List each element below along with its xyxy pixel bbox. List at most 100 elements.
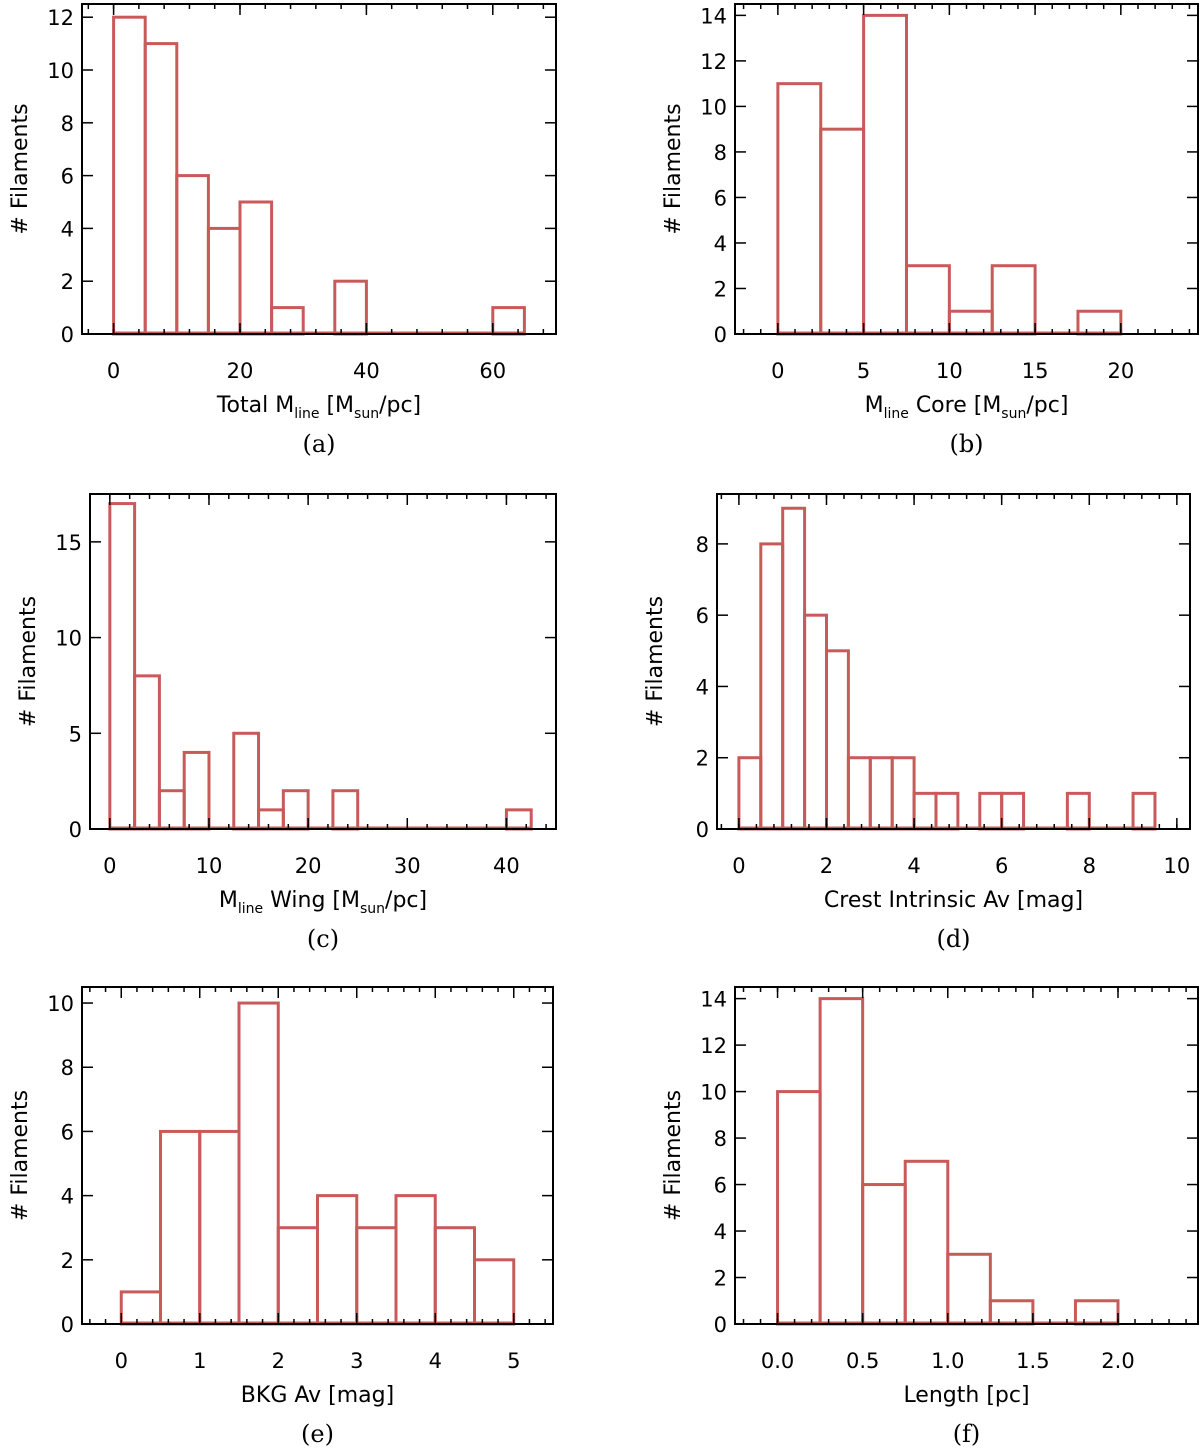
x-tick-label: 4 <box>907 854 920 878</box>
histogram-bar <box>433 1226 476 1326</box>
histogram-bar <box>237 1001 280 1326</box>
x-axis-label-part: Length [pc] <box>903 1383 1029 1408</box>
histogram-bar <box>112 15 147 336</box>
x-tick-label: 15 <box>1022 359 1049 383</box>
y-tick-label: 15 <box>55 531 82 555</box>
y-tick-label: 6 <box>61 165 74 189</box>
histogram-bar <box>257 808 285 831</box>
y-tick-label: 10 <box>700 95 727 119</box>
x-axis-label-part: /pc] <box>379 393 421 418</box>
x-tick-label: 1.5 <box>1016 1349 1049 1373</box>
histogram-bar <box>108 502 137 831</box>
histogram-bar <box>990 264 1037 336</box>
y-tick-label: 8 <box>61 112 74 136</box>
y-tick-label: 2 <box>61 1249 74 1273</box>
y-tick-label: 0 <box>61 1313 74 1337</box>
histogram-bar <box>143 42 179 336</box>
y-tick-label: 10 <box>47 992 74 1016</box>
plot-frame <box>734 986 1199 1325</box>
y-tick-label: 14 <box>700 988 727 1012</box>
histogram-bar <box>331 789 360 831</box>
y-tick-label: 6 <box>714 186 727 210</box>
y-tick-label: 4 <box>61 217 74 241</box>
histogram-bar <box>1065 791 1091 831</box>
x-tick-label: 3 <box>350 1349 363 1373</box>
y-tick-label: 0 <box>696 818 709 842</box>
y-tick-label: 4 <box>61 1185 74 1209</box>
panel-e: 0 1 2 3 4 5 0 2 4 6 8 10 # Filaments BKG Av [mag] (e) <box>8 986 554 1448</box>
x-tick-label: 40 <box>493 854 520 878</box>
histogram-bar <box>1073 1299 1120 1326</box>
y-tick-label: 4 <box>714 1220 727 1244</box>
histogram-bar <box>491 306 526 336</box>
histogram-bar <box>803 613 828 831</box>
histogram-bar <box>119 1290 162 1326</box>
y-tick-label: 12 <box>47 6 74 30</box>
histogram-bar <box>316 1194 359 1326</box>
x-axis-label: Total Mline [Msun/pc] <box>216 393 421 422</box>
y-axis-label: # Filaments <box>661 1090 686 1221</box>
histogram-bar <box>776 1090 822 1326</box>
histogram-bar <box>861 1183 907 1326</box>
histogram-bar <box>934 791 960 831</box>
x-tick-label: 20 <box>1107 359 1134 383</box>
x-tick-label: 40 <box>353 359 380 383</box>
histogram-bar <box>270 306 305 336</box>
y-tick-label: 6 <box>714 1174 727 1198</box>
histogram-bar <box>890 756 916 831</box>
y-tick-label: 10 <box>55 627 82 651</box>
x-axis-label-part: M <box>865 393 884 418</box>
histogram-bar <box>824 649 850 831</box>
x-axis-label-part: /pc] <box>1026 393 1068 418</box>
x-axis-label-part: [M <box>319 393 354 418</box>
x-axis-label-part: M <box>219 888 238 913</box>
x-tick-label: 10 <box>936 359 963 383</box>
x-axis-label: BKG Av [mag] <box>241 1383 394 1408</box>
histogram-bar <box>238 200 274 336</box>
histogram-bar <box>912 791 938 831</box>
x-tick-label: 20 <box>227 359 254 383</box>
x-axis-label-part: Total M <box>216 393 294 418</box>
histogram-bar <box>232 731 261 831</box>
histogram-bar <box>868 756 894 831</box>
x-tick-label: 30 <box>394 854 421 878</box>
x-axis-label-subscript: line <box>238 901 263 917</box>
histogram-bar <box>333 279 368 336</box>
histogram-bar <box>355 1226 398 1326</box>
y-axis-label: # Filaments <box>8 103 33 234</box>
x-tick-label: 2.0 <box>1101 1349 1134 1373</box>
x-axis-label: Mline Core [Msun/pc] <box>865 393 1069 422</box>
y-tick-label: 5 <box>69 722 82 746</box>
panel-a: 0 20 40 60 0 2 4 6 8 10 12 # Filaments Total Mline [… <box>8 3 557 458</box>
panel-b: 0 5 10 15 20 0 2 4 6 8 10 12 14 # Filaments Mline Core… <box>661 3 1199 458</box>
y-tick-label: 2 <box>696 747 709 771</box>
panel-caption: (a) <box>302 430 335 458</box>
x-tick-label: 0.5 <box>846 1349 879 1373</box>
y-axis-label: # Filaments <box>643 596 668 727</box>
x-tick-label: 60 <box>479 359 506 383</box>
panel-caption: (f) <box>953 1420 981 1448</box>
x-axis-label-subscript: sun <box>360 901 385 917</box>
plot-frame <box>734 3 1199 335</box>
histogram-bar <box>903 1159 950 1326</box>
histogram-bar <box>182 750 211 831</box>
x-tick-label: 10 <box>196 854 223 878</box>
histogram-bar <box>819 127 866 336</box>
y-tick-label: 0 <box>61 323 74 347</box>
histogram-bar <box>978 791 1004 831</box>
y-tick-label: 4 <box>714 232 727 256</box>
panel-caption: (b) <box>949 430 983 458</box>
y-tick-label: 8 <box>696 533 709 557</box>
x-tick-label: 0 <box>107 359 120 383</box>
histogram-bar <box>781 506 807 831</box>
x-tick-label: 0 <box>103 854 116 878</box>
x-tick-label: 2 <box>820 854 833 878</box>
x-tick-label: 1.0 <box>931 1349 964 1373</box>
x-axis-label-part: /pc] <box>385 888 427 913</box>
x-tick-label: 0 <box>732 854 745 878</box>
histogram-bar <box>175 174 210 336</box>
histogram-bar <box>1076 309 1123 336</box>
histogram-bar <box>281 789 310 831</box>
y-tick-label: 8 <box>714 1127 727 1151</box>
